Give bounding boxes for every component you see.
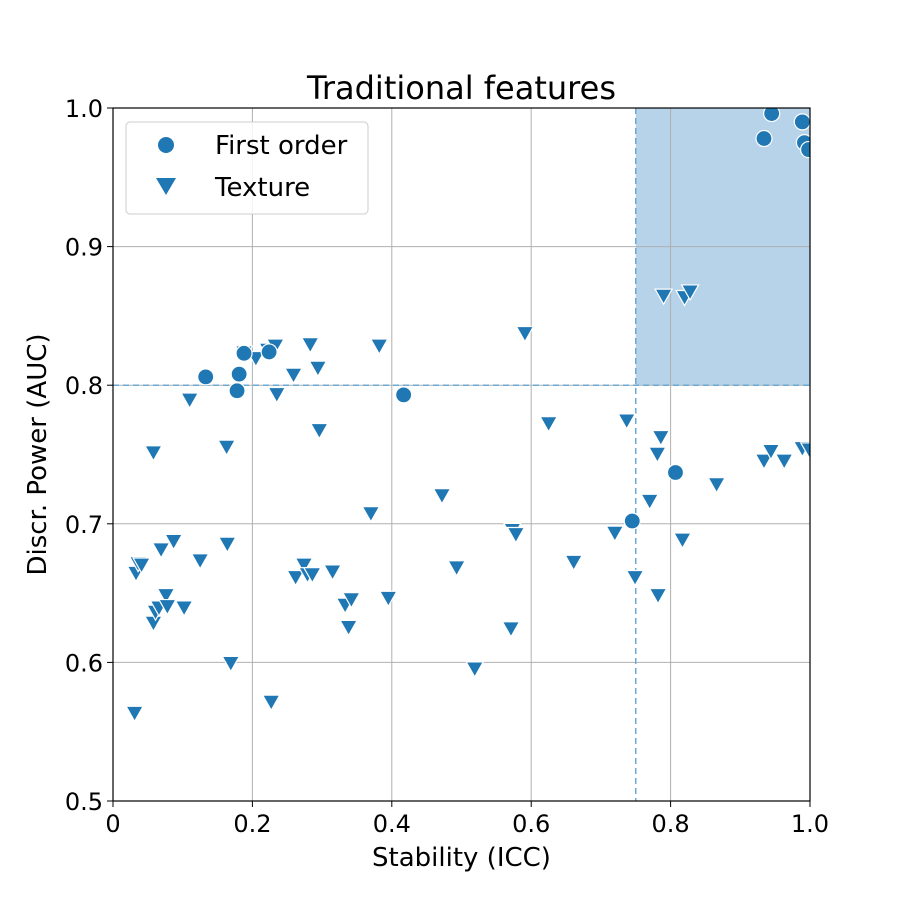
data-point-texture	[300, 337, 320, 354]
data-point-texture	[672, 532, 692, 550]
data-point-texture	[174, 600, 194, 618]
data-point-first-order	[235, 344, 253, 362]
data-point-first-order	[228, 382, 246, 400]
data-point-texture	[361, 506, 381, 523]
data-point-texture	[217, 439, 237, 457]
legend-marker-texture	[156, 178, 176, 195]
data-point-first-order	[623, 512, 641, 530]
data-point-first-order	[395, 386, 413, 404]
data-point-texture	[515, 325, 535, 343]
data-point-first-order	[230, 365, 248, 383]
x-tick-label: 0.8	[652, 810, 690, 838]
data-point-texture	[294, 557, 314, 575]
data-point-texture	[125, 705, 145, 723]
legend-label-first-order: First order	[215, 131, 348, 161]
data-point-texture	[323, 564, 343, 582]
data-point-texture	[647, 446, 667, 464]
data-point-texture	[799, 442, 810, 460]
y-tick-label: 1.0	[65, 95, 103, 123]
chart-title: Traditional features	[306, 69, 616, 107]
y-tick-label: 0.7	[65, 511, 103, 539]
y-axis-label: Discr. Power (AUC)	[23, 333, 53, 575]
data-point-texture	[151, 542, 171, 559]
data-point-first-order	[793, 113, 810, 131]
data-point-texture	[308, 360, 328, 378]
data-point-texture	[654, 288, 674, 306]
data-point-texture	[261, 694, 281, 712]
legend-box	[125, 121, 369, 215]
x-tick-label: 0.6	[512, 810, 550, 838]
x-tick-label: 1.0	[791, 810, 829, 838]
data-point-texture	[432, 488, 452, 505]
data-point-texture	[761, 443, 781, 461]
data-point-texture	[447, 560, 467, 577]
y-tick-label: 0.8	[65, 372, 103, 400]
data-point-texture	[283, 367, 304, 385]
data-point-texture	[164, 533, 184, 551]
data-point-first-order	[755, 129, 773, 148]
x-tick-label: 0	[105, 810, 120, 838]
plot-frame	[112, 107, 811, 802]
y-tick-label: 0.6	[65, 649, 103, 677]
data-point-texture	[648, 587, 668, 605]
data-point-texture	[651, 429, 671, 447]
data-point-texture	[539, 416, 559, 433]
data-point-texture	[369, 338, 389, 356]
data-point-first-order	[763, 108, 781, 123]
data-point-texture	[640, 493, 660, 511]
data-point-texture	[190, 553, 210, 571]
y-tick-label: 0.9	[65, 234, 103, 262]
data-point-texture	[605, 525, 625, 543]
data-point-texture	[143, 445, 163, 462]
axis-ticks: 0 0.2 0.4 0.6 0.8 1.0 0.5 0.6 0.7 0.8 0.9 1.0	[65, 95, 829, 838]
data-point-texture	[221, 655, 241, 673]
legend-marker-first-order	[158, 137, 174, 153]
data-point-texture	[309, 422, 329, 440]
data-point-texture	[625, 569, 645, 587]
data-point-texture	[774, 453, 794, 471]
data-point-texture	[156, 587, 176, 605]
data-point-texture	[617, 413, 637, 431]
data-point-texture	[157, 598, 177, 616]
data-point-texture	[506, 526, 526, 544]
data-point-texture	[707, 477, 727, 494]
data-markers	[125, 108, 810, 723]
data-point-texture	[378, 590, 398, 608]
threshold-lines	[113, 108, 810, 801]
y-tick-label: 0.5	[65, 788, 103, 816]
data-point-texture	[267, 386, 287, 404]
data-point-texture	[217, 536, 237, 554]
data-point-texture	[465, 661, 485, 679]
data-point-texture	[754, 453, 774, 471]
legend: First order Texture	[125, 121, 369, 215]
data-point-first-order	[666, 463, 685, 482]
data-point-first-order	[197, 368, 215, 386]
data-point-first-order	[800, 140, 810, 159]
x-axis-label: Stability (ICC)	[372, 843, 551, 873]
data-point-texture	[180, 392, 200, 410]
x-tick-label: 0.4	[373, 810, 411, 838]
data-point-texture	[339, 619, 359, 637]
data-point-texture	[680, 284, 700, 302]
data-point-texture	[286, 569, 306, 587]
data-point-texture	[501, 621, 521, 638]
legend-label-texture: Texture	[214, 173, 310, 203]
data-point-first-order	[260, 343, 278, 361]
data-point-texture	[302, 567, 322, 584]
data-point-texture	[341, 592, 361, 609]
data-point-texture	[132, 557, 152, 575]
data-point-texture	[564, 554, 584, 572]
x-tick-label: 0.2	[233, 810, 271, 838]
